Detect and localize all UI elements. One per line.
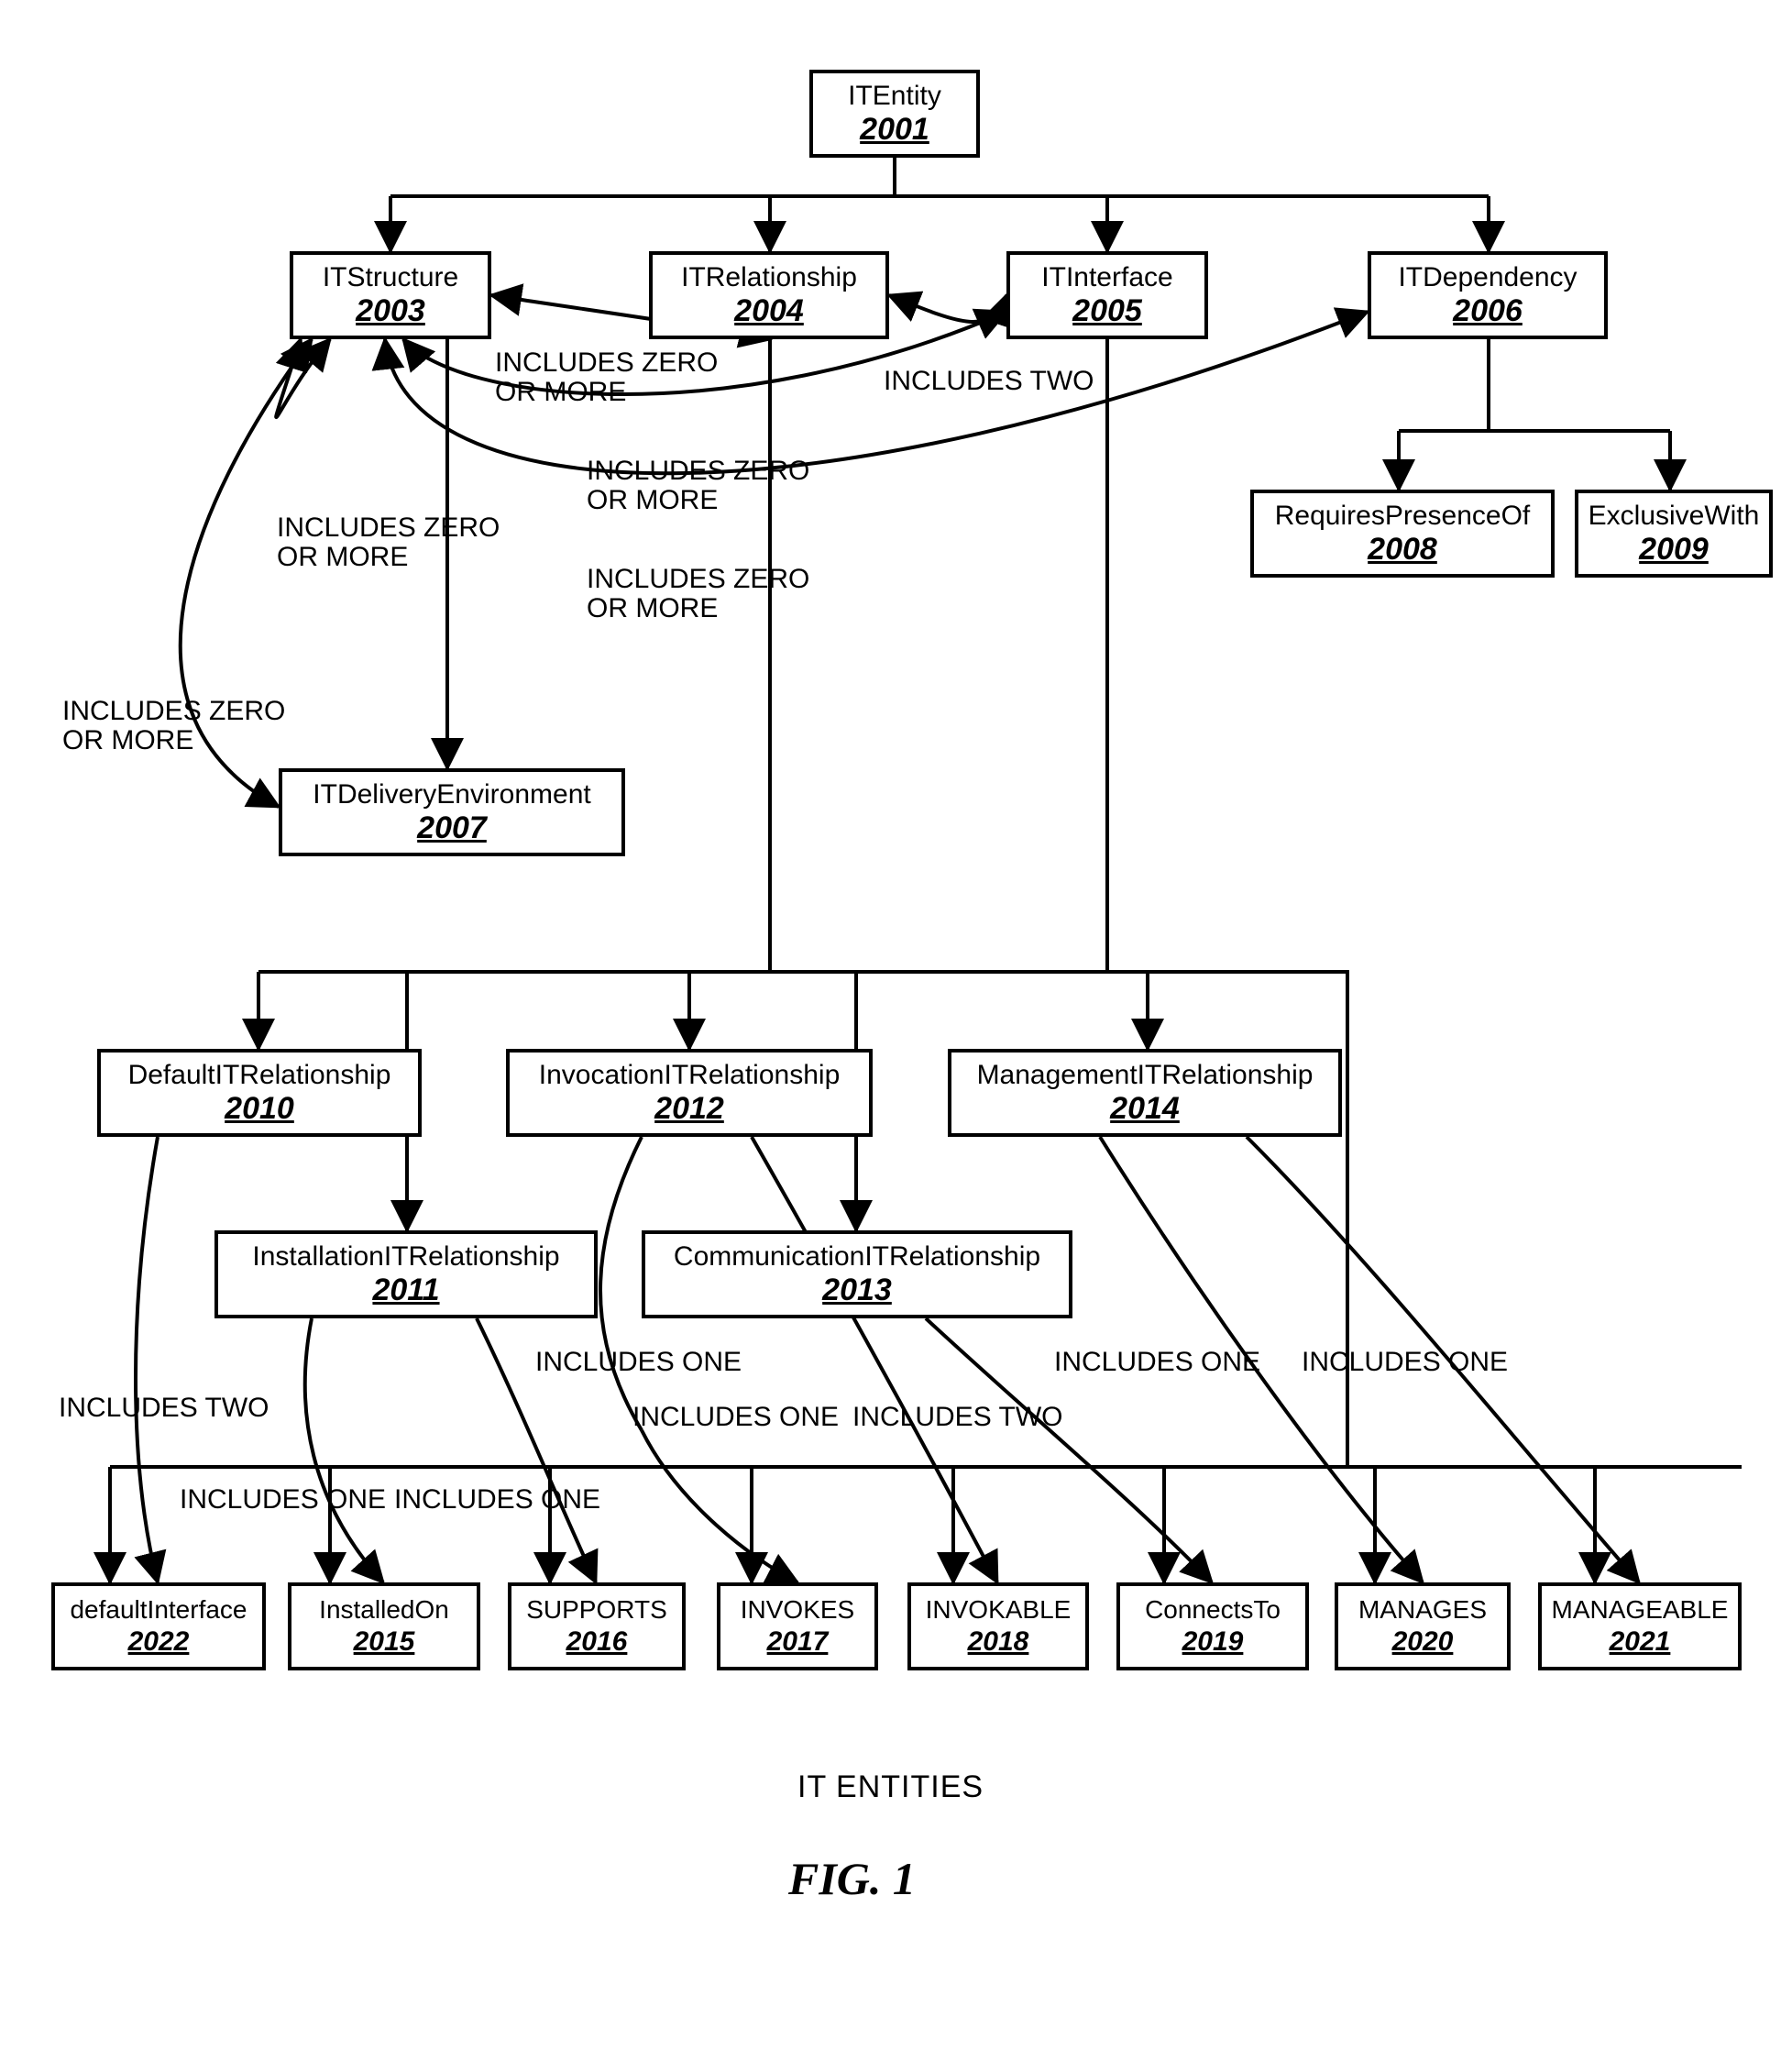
figure-caption: IT ENTITIES bbox=[797, 1769, 984, 1805]
node-title: CommunicationITRelationship bbox=[674, 1241, 1040, 1272]
node-installationitrelationship: InstallationITRelationship 2011 bbox=[214, 1230, 598, 1318]
node-managementitrelationship: ManagementITRelationship 2014 bbox=[948, 1049, 1342, 1137]
node-num: 2009 bbox=[1639, 533, 1709, 567]
edge-label: INCLUDES ONE bbox=[535, 1348, 742, 1377]
node-itinterface: ITInterface 2005 bbox=[1006, 251, 1208, 339]
edge-label: INCLUDES ZERO OR MORE bbox=[587, 457, 809, 514]
node-exclusivewith: ExclusiveWith 2009 bbox=[1575, 490, 1773, 578]
node-connectsto: ConnectsTo 2019 bbox=[1116, 1582, 1309, 1670]
node-title: INVOKES bbox=[741, 1596, 854, 1625]
node-num: 2011 bbox=[372, 1273, 439, 1307]
node-num: 2010 bbox=[225, 1092, 294, 1126]
node-title: InstalledOn bbox=[319, 1596, 449, 1625]
node-itentity: ITEntity 2001 bbox=[809, 70, 980, 158]
edge-label: INCLUDES ONE bbox=[394, 1485, 600, 1515]
node-manageable: MANAGEABLE 2021 bbox=[1538, 1582, 1742, 1670]
node-num: 2006 bbox=[1453, 294, 1523, 328]
node-num: 2016 bbox=[566, 1626, 628, 1657]
node-title: defaultInterface bbox=[70, 1596, 247, 1625]
node-num: 2018 bbox=[968, 1626, 1029, 1657]
node-invokes: INVOKES 2017 bbox=[717, 1582, 878, 1670]
edge-label: INCLUDES TWO bbox=[59, 1394, 269, 1423]
node-num: 2012 bbox=[654, 1092, 724, 1126]
figure-label: FIG. 1 bbox=[788, 1852, 916, 1905]
node-defaultitrelationship: DefaultITRelationship 2010 bbox=[97, 1049, 422, 1137]
node-title: ITDeliveryEnvironment bbox=[313, 779, 590, 810]
node-title: ITInterface bbox=[1041, 262, 1172, 292]
node-title: DefaultITRelationship bbox=[128, 1060, 391, 1090]
node-title: MANAGEABLE bbox=[1552, 1596, 1729, 1625]
node-num: 2003 bbox=[356, 294, 425, 328]
edge-label: INCLUDES ZERO OR MORE bbox=[495, 348, 718, 406]
node-num: 2013 bbox=[822, 1273, 892, 1307]
node-communicationitrelationship: CommunicationITRelationship 2013 bbox=[642, 1230, 1072, 1318]
node-num: 2004 bbox=[734, 294, 804, 328]
node-itdependency: ITDependency 2006 bbox=[1368, 251, 1608, 339]
edge-label: INCLUDES ZERO OR MORE bbox=[277, 513, 500, 571]
edge-label: INCLUDES ZERO OR MORE bbox=[62, 697, 285, 755]
node-num: 2005 bbox=[1072, 294, 1142, 328]
node-num: 2001 bbox=[860, 113, 929, 147]
node-requirespresenceof: RequiresPresenceOf 2008 bbox=[1250, 490, 1555, 578]
node-title: ITStructure bbox=[323, 262, 458, 292]
node-title: ManagementITRelationship bbox=[977, 1060, 1314, 1090]
node-num: 2020 bbox=[1392, 1626, 1454, 1657]
edge-label: INCLUDES ZERO OR MORE bbox=[587, 565, 809, 623]
node-title: MANAGES bbox=[1358, 1596, 1487, 1625]
node-num: 2022 bbox=[128, 1626, 190, 1657]
node-manages: MANAGES 2020 bbox=[1335, 1582, 1511, 1670]
node-title: ConnectsTo bbox=[1145, 1596, 1281, 1625]
node-itstructure: ITStructure 2003 bbox=[290, 251, 491, 339]
edge-label: INCLUDES ONE bbox=[1054, 1348, 1260, 1377]
node-itrelationship: ITRelationship 2004 bbox=[649, 251, 889, 339]
node-num: 2008 bbox=[1368, 533, 1437, 567]
node-defaultinterface: defaultInterface 2022 bbox=[51, 1582, 266, 1670]
node-num: 2019 bbox=[1182, 1626, 1244, 1657]
diagram-stage: ITEntity 2001 ITStructure 2003 ITRelatio… bbox=[0, 0, 1792, 2061]
node-num: 2007 bbox=[417, 811, 487, 845]
node-invokable: INVOKABLE 2018 bbox=[907, 1582, 1089, 1670]
edge-label: INCLUDES TWO bbox=[852, 1403, 1062, 1432]
node-supports: SUPPORTS 2016 bbox=[508, 1582, 686, 1670]
node-title: ExclusiveWith bbox=[1589, 501, 1760, 531]
node-invocationitrelationship: InvocationITRelationship 2012 bbox=[506, 1049, 873, 1137]
node-title: ITDependency bbox=[1398, 262, 1577, 292]
node-title: InvocationITRelationship bbox=[539, 1060, 841, 1090]
node-num: 2014 bbox=[1110, 1092, 1180, 1126]
node-title: ITRelationship bbox=[681, 262, 857, 292]
edge-label: INCLUDES ONE bbox=[632, 1403, 839, 1432]
node-title: INVOKABLE bbox=[926, 1596, 1072, 1625]
edge-label: INCLUDES ONE bbox=[180, 1485, 386, 1515]
node-title: RequiresPresenceOf bbox=[1275, 501, 1530, 531]
node-title: ITEntity bbox=[848, 81, 941, 111]
edge-label: INCLUDES ONE bbox=[1302, 1348, 1508, 1377]
node-num: 2021 bbox=[1610, 1626, 1671, 1657]
node-title: SUPPORTS bbox=[526, 1596, 667, 1625]
edge-label: INCLUDES TWO bbox=[884, 367, 1094, 396]
node-itdeliveryenvironment: ITDeliveryEnvironment 2007 bbox=[279, 768, 625, 856]
node-num: 2015 bbox=[354, 1626, 415, 1657]
node-installedon: InstalledOn 2015 bbox=[288, 1582, 480, 1670]
node-num: 2017 bbox=[767, 1626, 829, 1657]
node-title: InstallationITRelationship bbox=[252, 1241, 559, 1272]
